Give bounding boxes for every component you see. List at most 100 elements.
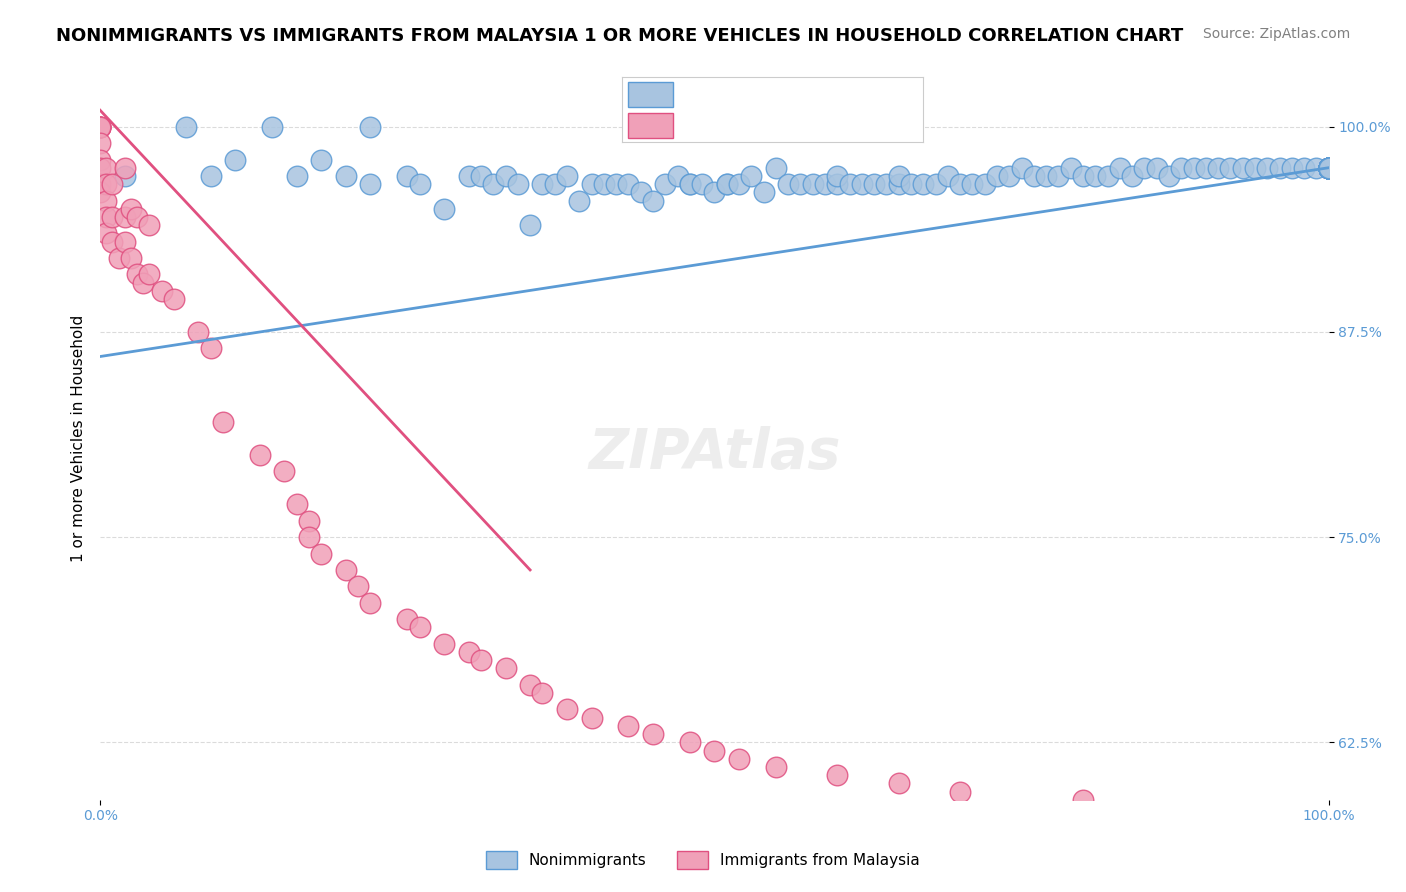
Point (249, 448, 271, 462)
Text: ZIPAtlas: ZIPAtlas (588, 426, 841, 480)
Point (433, 637, 456, 651)
Point (1317, 161, 1340, 175)
Point (262, 120, 284, 134)
Point (1317, 161, 1340, 175)
Point (986, 169, 1008, 183)
Point (212, 415, 235, 429)
Point (335, 169, 357, 183)
Point (679, 177, 702, 191)
Point (1317, 161, 1340, 175)
Point (1305, 161, 1327, 175)
Point (1317, 161, 1340, 175)
Point (1317, 161, 1340, 175)
Point (1317, 161, 1340, 175)
Point (114, 169, 136, 183)
Point (1317, 161, 1340, 175)
Point (728, 177, 751, 191)
Point (592, 177, 614, 191)
Point (949, 177, 972, 191)
Point (89, 120, 111, 134)
Point (1108, 161, 1130, 175)
Point (114, 210, 136, 224)
Point (555, 702, 578, 716)
Point (1317, 161, 1340, 175)
Point (1022, 169, 1045, 183)
Text: NONIMMIGRANTS VS IMMIGRANTS FROM MALAYSIA 1 OR MORE VEHICLES IN HOUSEHOLD CORREL: NONIMMIGRANTS VS IMMIGRANTS FROM MALAYSI… (56, 27, 1184, 45)
Point (96, 161, 118, 175)
Point (1232, 161, 1254, 175)
Point (89, 120, 111, 134)
Point (200, 169, 222, 183)
Point (825, 177, 848, 191)
Point (1317, 161, 1340, 175)
Point (457, 645, 479, 659)
Point (1084, 169, 1107, 183)
Point (1182, 161, 1205, 175)
Point (1317, 161, 1340, 175)
Point (778, 177, 800, 191)
Text: R = 0.260: R = 0.260 (659, 87, 742, 104)
Point (396, 169, 419, 183)
Point (679, 177, 702, 191)
Legend: Nonimmigrants, Immigrants from Malaysia: Nonimmigrants, Immigrants from Malaysia (479, 845, 927, 875)
Point (900, 177, 922, 191)
Point (1317, 161, 1340, 175)
Point (1317, 161, 1340, 175)
Point (125, 210, 148, 224)
Point (1121, 169, 1143, 183)
Point (1317, 161, 1340, 175)
Point (1317, 161, 1340, 175)
Point (1317, 161, 1340, 175)
Point (851, 177, 873, 191)
Point (519, 218, 541, 232)
Point (495, 169, 517, 183)
Point (89, 120, 111, 134)
Point (1317, 161, 1340, 175)
Point (1317, 161, 1340, 175)
Point (1071, 793, 1094, 807)
Point (359, 120, 381, 134)
Text: Source: ZipAtlas.com: Source: ZipAtlas.com (1202, 27, 1350, 41)
Point (728, 752, 751, 766)
Point (887, 169, 910, 183)
Point (1011, 161, 1033, 175)
Point (1317, 161, 1340, 175)
Point (187, 325, 209, 339)
Point (114, 235, 136, 249)
Point (1317, 161, 1340, 175)
Point (789, 177, 811, 191)
Point (531, 177, 554, 191)
Point (1281, 161, 1303, 175)
Point (1195, 161, 1218, 175)
Point (801, 177, 824, 191)
Point (1317, 161, 1340, 175)
Point (1256, 161, 1278, 175)
Point (1317, 161, 1340, 175)
Point (335, 563, 357, 577)
Point (752, 186, 775, 200)
Point (132, 276, 155, 290)
Point (1317, 161, 1340, 175)
Point (519, 678, 541, 692)
Point (1317, 161, 1340, 175)
Point (101, 177, 124, 191)
Point (138, 268, 160, 282)
Point (1317, 161, 1340, 175)
Point (1097, 169, 1119, 183)
Point (309, 547, 332, 561)
Point (285, 497, 308, 511)
Point (1317, 161, 1340, 175)
Point (1317, 161, 1340, 175)
Point (89, 136, 111, 150)
Point (924, 177, 946, 191)
Point (1206, 161, 1229, 175)
Point (408, 620, 430, 634)
Point (581, 177, 603, 191)
Point (1317, 161, 1340, 175)
Point (150, 284, 173, 298)
Point (359, 596, 381, 610)
Point (1317, 161, 1340, 175)
Point (408, 177, 430, 191)
Point (1317, 161, 1340, 175)
Point (814, 177, 837, 191)
